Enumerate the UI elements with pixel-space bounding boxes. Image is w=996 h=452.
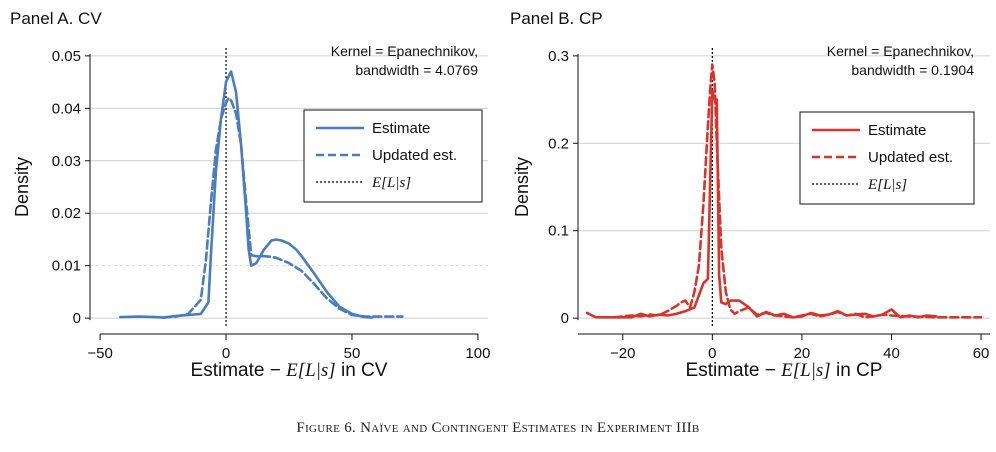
y-tick-label: 0.3: [548, 48, 569, 65]
kernel-annotation: bandwidth = 0.1904: [851, 62, 974, 78]
y-tick-label: 0.2: [548, 135, 569, 152]
kernel-annotation: Kernel = Epanechnikov,: [827, 43, 974, 59]
y-tick-label: 0.1: [548, 223, 569, 240]
x-tick-label: 0: [222, 345, 230, 362]
x-label-prefix: Estimate −: [191, 360, 287, 381]
panel-b: Panel B. CP 0 0.1 0.2 0.3 Density −20 0 20 40 60 Es…: [510, 9, 990, 381]
legend-label: Estimate: [868, 122, 926, 139]
figure-caption: Figure 6. Naïve and Contingent Estimates…: [296, 420, 700, 436]
x-axis-label: Estimate − E[L|s] in CP: [686, 360, 883, 381]
y-tick-label: 0.04: [52, 100, 81, 117]
legend-label: Estimate: [372, 120, 430, 137]
legend-label: E[L|s]: [867, 177, 907, 193]
y-tick-label: 0.05: [52, 48, 81, 65]
legend: Estimate Updated est. E[L|s]: [303, 109, 483, 203]
x-tick-label: 40: [883, 345, 900, 362]
x-tick-label: −20: [610, 345, 635, 362]
x-label-suffix: in CP: [831, 360, 883, 381]
x-label-suffix: in CV: [336, 360, 388, 381]
x-axis-label: Estimate − E[L|s] in CV: [191, 360, 388, 381]
series-updated-est-line: [612, 63, 983, 319]
x-label-math: E[L|s]: [780, 360, 831, 381]
y-tick-label: 0.03: [52, 153, 81, 170]
x-tick-label: 0: [708, 345, 716, 362]
y-tick-label: 0: [73, 310, 81, 327]
x-tick-label: 100: [465, 345, 490, 362]
series-updated-est-line: [161, 96, 404, 319]
legend-label: Updated est.: [372, 147, 457, 164]
kernel-annotation: bandwidth = 4.0769: [355, 62, 478, 78]
legend-label: E[L|s]: [371, 175, 411, 191]
panel-title: Panel B. CP: [510, 9, 603, 28]
kernel-annotation: Kernel = Epanechnikov,: [331, 43, 478, 59]
y-axis-label: Density: [12, 157, 32, 217]
y-tick-label: 0.02: [52, 205, 81, 222]
legend: Estimate Updated est. E[L|s]: [799, 111, 975, 205]
x-tick-label: 50: [344, 345, 361, 362]
y-tick-label: 0.01: [52, 258, 81, 275]
y-axis-label: Density: [512, 157, 532, 217]
x-tick-label: 20: [794, 345, 811, 362]
x-label-prefix: Estimate −: [686, 360, 782, 381]
x-label-math: E[L|s]: [285, 360, 336, 381]
y-tick-label: 0: [561, 310, 569, 327]
panel-title: Panel A. CV: [10, 9, 102, 28]
legend-label: Updated est.: [868, 149, 953, 166]
x-tick-label: 60: [973, 345, 990, 362]
panel-a: Panel A. CV 0 0.01 0.02 0.03 0.04 0.05 Density −…: [10, 9, 490, 381]
x-tick-label: −50: [87, 345, 112, 362]
